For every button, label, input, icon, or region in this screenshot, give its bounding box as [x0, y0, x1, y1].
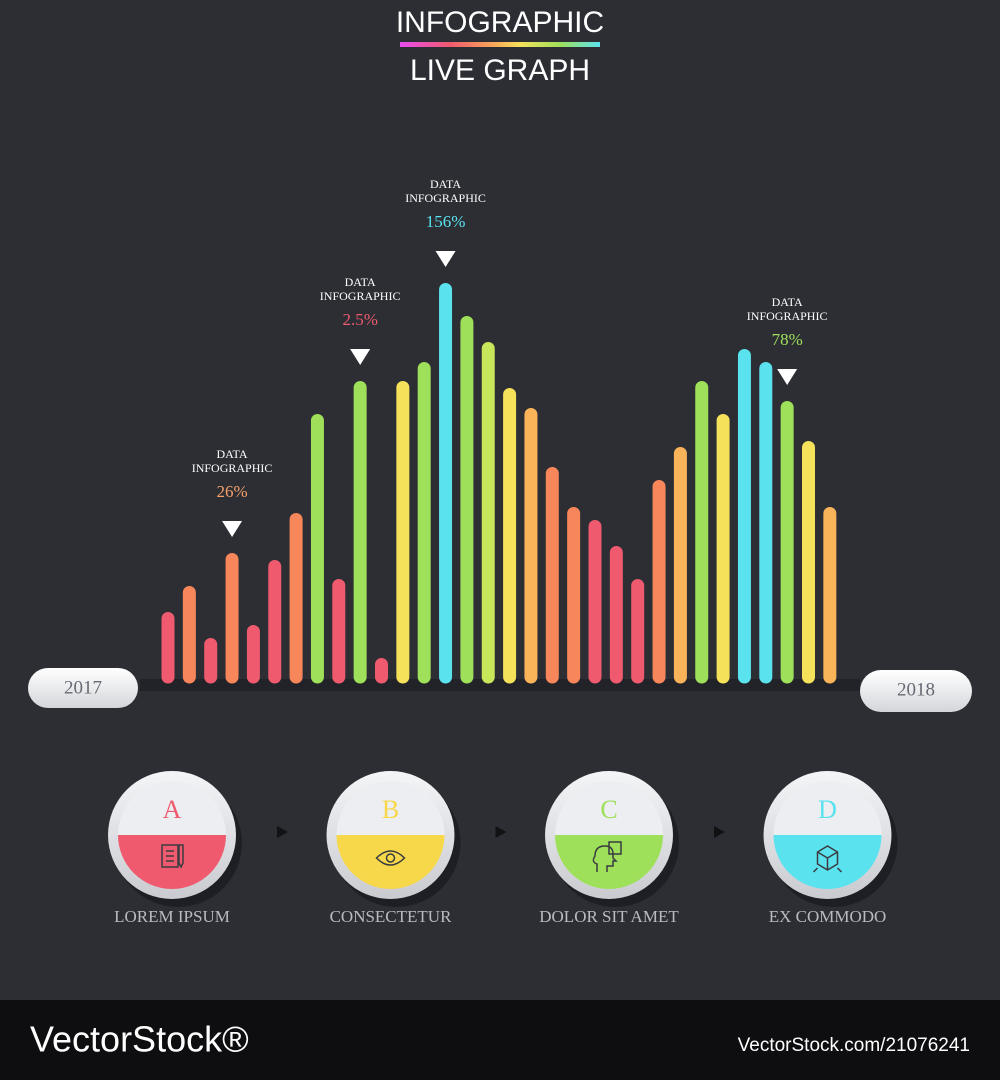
- annotation-value: 26%: [216, 482, 247, 501]
- title-rule: [400, 42, 600, 47]
- bar: [802, 441, 815, 684]
- annotation-pointer: [350, 349, 371, 365]
- annotation-value: 78%: [772, 330, 803, 349]
- start-label: 2017: [64, 677, 102, 698]
- bar: [182, 586, 196, 684]
- title: INFOGRAPHIC: [396, 6, 604, 39]
- step-icon: [812, 845, 843, 873]
- step-arrow: [277, 826, 288, 838]
- annotation-label: DATA: [345, 275, 376, 289]
- end-label: 2018: [897, 679, 935, 700]
- bar: [375, 658, 388, 684]
- bar: [225, 553, 239, 684]
- step-letter: B: [382, 795, 399, 824]
- step-letter: C: [600, 795, 617, 824]
- bar: [588, 520, 602, 684]
- step-icon: [375, 850, 406, 866]
- annotation-pointer: [435, 251, 456, 267]
- bar: [268, 560, 282, 684]
- annotation-label: DATA: [217, 447, 248, 461]
- bar: [716, 414, 730, 684]
- step-letter: D: [818, 795, 837, 824]
- annotation-value: 2.5%: [342, 310, 377, 329]
- step-caption: EX COMMODO: [769, 907, 887, 926]
- annotation-label: INFOGRAPHIC: [405, 191, 486, 205]
- step-top: [118, 781, 226, 835]
- step-letter: A: [163, 795, 182, 824]
- footer-url: VectorStock.com/21076241: [738, 1035, 970, 1056]
- bar: [481, 342, 495, 684]
- bar: [567, 507, 581, 684]
- bar: [737, 349, 751, 684]
- annotation-pointer: [222, 521, 243, 537]
- footer-brand: VectorStock®: [30, 1019, 249, 1060]
- annotation-value: 156%: [426, 212, 466, 231]
- step-arrow: [495, 826, 507, 838]
- bar: [396, 381, 410, 684]
- bar: [289, 513, 303, 684]
- bars: 26%DATAINFOGRAPHIC2.5%DATAINFOGRAPHIC156…: [161, 177, 837, 684]
- bar: [545, 467, 559, 684]
- bar: [631, 579, 645, 684]
- step-bottom: [118, 835, 226, 889]
- bar: [652, 480, 666, 684]
- bar: [609, 546, 623, 684]
- steps: A LOREM IPSUM B CONSECTETUR C DOLOR SIT AMET D…: [108, 771, 898, 926]
- bar: [161, 612, 175, 684]
- bar: [780, 401, 794, 684]
- step-arrow: [714, 826, 725, 838]
- step-caption: LOREM IPSUM: [114, 907, 230, 926]
- subtitle: LIVE GRAPH: [410, 54, 590, 87]
- annotation-label: INFOGRAPHIC: [320, 289, 401, 303]
- annotation-label: DATA: [430, 177, 461, 191]
- bar: [310, 414, 324, 684]
- bar: [439, 283, 453, 684]
- step-icon: [161, 844, 184, 869]
- start-pill: [28, 668, 138, 708]
- step-caption: DOLOR SIT AMET: [539, 907, 679, 926]
- annotation-label: INFOGRAPHIC: [192, 461, 273, 475]
- footer-band: [0, 1000, 1000, 1080]
- bar: [503, 388, 517, 684]
- bar: [759, 362, 773, 684]
- bar: [246, 625, 260, 684]
- bar: [823, 507, 837, 684]
- bar: [524, 408, 538, 684]
- step-caption: CONSECTETUR: [330, 907, 453, 926]
- bar: [204, 638, 218, 684]
- end-pill: [860, 670, 972, 712]
- step-bottom: [555, 835, 663, 889]
- step-top: [555, 781, 663, 835]
- annotation-pointer: [777, 369, 798, 385]
- baseline-shadow: [140, 679, 860, 691]
- bar: [332, 579, 346, 684]
- bar: [460, 316, 474, 684]
- annotation-label: DATA: [772, 295, 803, 309]
- bar: [353, 381, 367, 684]
- step-top: [336, 781, 445, 835]
- bar: [417, 362, 431, 684]
- annotation-label: INFOGRAPHIC: [747, 309, 828, 323]
- step-top: [773, 781, 882, 835]
- bar: [673, 447, 687, 684]
- bar: [695, 381, 709, 684]
- step-icon: [592, 841, 622, 872]
